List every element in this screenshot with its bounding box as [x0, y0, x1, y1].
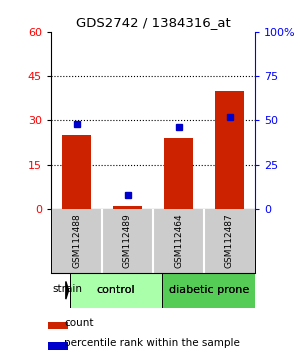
Bar: [162, 273, 255, 308]
Bar: [162, 273, 255, 308]
Text: count: count: [64, 318, 94, 329]
Title: GDS2742 / 1384316_at: GDS2742 / 1384316_at: [76, 16, 230, 29]
Polygon shape: [66, 281, 69, 299]
Bar: [164, 138, 193, 209]
Text: diabetic prone: diabetic prone: [169, 285, 249, 295]
Text: GSM112488: GSM112488: [72, 213, 81, 268]
Bar: [70, 273, 162, 308]
Text: GSM112487: GSM112487: [225, 213, 234, 268]
Bar: [48, 322, 68, 329]
Bar: [62, 135, 91, 209]
Bar: [48, 342, 68, 350]
Text: GSM112464: GSM112464: [174, 213, 183, 268]
Bar: [113, 206, 142, 209]
Text: control: control: [97, 285, 135, 295]
Text: strain: strain: [52, 284, 82, 293]
Text: diabetic prone: diabetic prone: [169, 285, 249, 295]
Bar: [215, 91, 244, 209]
Bar: [70, 273, 162, 308]
Text: percentile rank within the sample: percentile rank within the sample: [64, 338, 240, 348]
Text: control: control: [97, 285, 135, 295]
Text: GSM112489: GSM112489: [123, 213, 132, 268]
